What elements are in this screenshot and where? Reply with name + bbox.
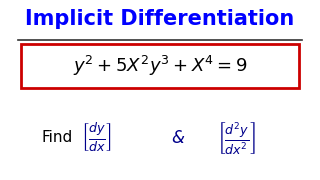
- Text: &: &: [171, 129, 184, 147]
- Text: $\left[\frac{dy}{dx}\right]$: $\left[\frac{dy}{dx}\right]$: [81, 122, 112, 154]
- Text: $y^2 + 5X^2y^3 + X^4 = 9$: $y^2 + 5X^2y^3 + X^4 = 9$: [73, 54, 247, 78]
- FancyBboxPatch shape: [21, 44, 299, 88]
- Text: Find: Find: [42, 130, 73, 145]
- Text: Implicit Differentiation: Implicit Differentiation: [25, 9, 295, 29]
- Text: $\left[\frac{d^2y}{dx^2}\right]$: $\left[\frac{d^2y}{dx^2}\right]$: [218, 120, 256, 156]
